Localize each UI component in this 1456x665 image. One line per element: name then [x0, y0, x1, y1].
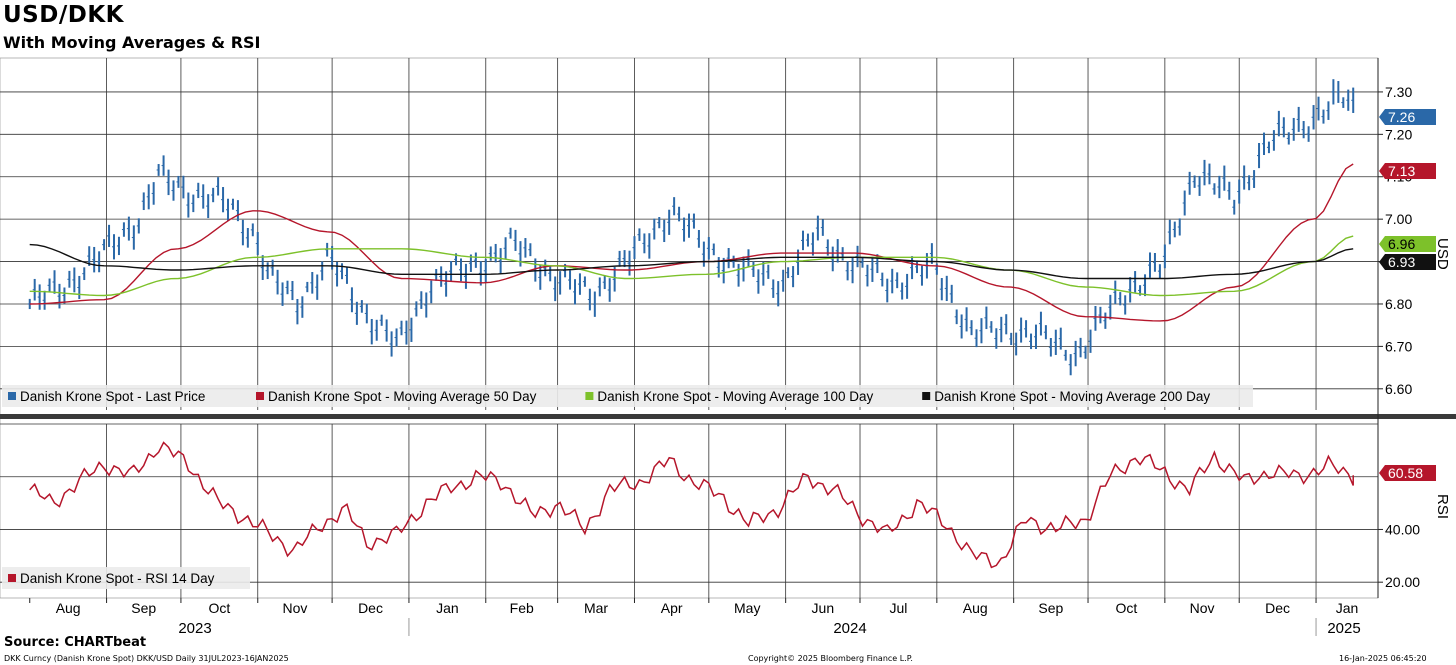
- month-label: Nov: [1190, 600, 1215, 616]
- vertical-gridlines: [106, 58, 1317, 598]
- source-note: Source: CHARTbeat: [4, 635, 147, 650]
- last-value-tag-3: 6.96: [1379, 236, 1436, 252]
- rsi-legend-bg: [2, 567, 250, 589]
- rsi-line: [29, 441, 1354, 569]
- legend-swatch: [8, 392, 16, 400]
- month-labels: Aug Sep Oct Nov Dec Jan Feb Mar Apr May Jun Jul Aug S…: [29, 598, 1359, 616]
- price-tick-label: 7.30: [1385, 84, 1412, 100]
- last-value-tag-2-shape: [1379, 163, 1436, 179]
- last-value-tag-rsi-shape: [1379, 465, 1436, 481]
- legend-label: Danish Krone Spot - Moving Average 50 Da…: [268, 389, 537, 404]
- legend-swatch: [585, 392, 594, 400]
- month-label: Sep: [1038, 600, 1063, 616]
- rsi-legend: Danish Krone Spot - RSI 14 Day: [2, 567, 250, 589]
- rsi-tick-label: 40.00: [1385, 521, 1420, 537]
- month-label: Apr: [661, 600, 683, 616]
- price-tick-label: 6.70: [1385, 338, 1412, 354]
- price-tick-label: 6.60: [1385, 381, 1412, 397]
- rsi-tick-label: 20.00: [1385, 574, 1420, 590]
- chart-subtitle: With Moving Averages & RSI: [3, 33, 261, 52]
- month-label: Oct: [1116, 600, 1138, 616]
- month-label: Jul: [889, 600, 907, 616]
- footer-left: DKK Curncy (Danish Krone Spot) DKK/USD D…: [4, 654, 289, 663]
- month-label: Sep: [131, 600, 156, 616]
- last-value-tag-3-shape: [1379, 236, 1436, 252]
- price-legend: Danish Krone Spot - Last Price Danish Kro…: [2, 385, 1253, 407]
- last-value-tag-2: 7.13: [1379, 163, 1436, 179]
- year-label: 2024: [833, 620, 866, 637]
- last-value-tag-4: 6.93: [1379, 254, 1436, 270]
- month-label: Nov: [282, 600, 307, 616]
- chart-title: USD/DKK: [3, 2, 124, 28]
- legend-label: Danish Krone Spot - Last Price: [20, 389, 205, 404]
- month-label: Jun: [812, 600, 835, 616]
- price-tick-label: 7.00: [1385, 211, 1412, 227]
- month-label: Jan: [436, 600, 459, 616]
- price-bars: [27, 79, 1355, 376]
- legend-label: Danish Krone Spot - Moving Average 200 D…: [934, 389, 1210, 404]
- last-value-tag-1-label: 7.26: [1388, 109, 1415, 125]
- last-value-tag-4-label: 6.93: [1388, 254, 1415, 270]
- price-tick-label: 6.80: [1385, 296, 1412, 312]
- month-label: Aug: [963, 600, 988, 616]
- footer-right: 16-Jan-2025 06:45:20: [1339, 654, 1427, 663]
- footer-center: Copyright© 2025 Bloomberg Finance L.P.: [748, 654, 913, 663]
- plot-frame: [0, 57, 1379, 599]
- legend-swatch: [256, 392, 264, 400]
- month-label: Aug: [56, 600, 81, 616]
- year-labels: 2023 2024 2025: [178, 618, 1361, 637]
- ma100-line: [29, 235, 1354, 297]
- rsi-axis-title: RSI: [1434, 494, 1451, 519]
- last-value-tag-1-shape: [1379, 109, 1436, 125]
- last-value-tag-4-shape: [1379, 254, 1436, 270]
- month-label: Feb: [510, 600, 534, 616]
- legend-swatch: [8, 574, 16, 582]
- last-value-tag-rsi-label: 60.58: [1388, 465, 1423, 481]
- legend-swatch: [922, 392, 931, 400]
- month-label: May: [734, 600, 760, 616]
- rsi-axis: 40.00 20.00: [0, 423, 1420, 590]
- price-axis: 7.307.207.107.006.906.806.706.60: [0, 84, 1412, 397]
- month-label: Oct: [208, 600, 230, 616]
- legend-label: Danish Krone Spot - Moving Average 100 D…: [597, 389, 873, 404]
- legend-label: Danish Krone Spot - RSI 14 Day: [20, 571, 215, 586]
- year-label: 2025: [1327, 620, 1360, 637]
- month-label: Jan: [1336, 600, 1359, 616]
- price-legend-bg: [2, 385, 1253, 407]
- last-value-tag-3-label: 6.96: [1388, 236, 1415, 252]
- panel-separator: [0, 414, 1456, 419]
- last-value-tag-1: 7.26: [1379, 109, 1436, 125]
- last-value-tag-2-label: 7.13: [1388, 163, 1415, 179]
- ma50-line: [29, 163, 1354, 322]
- month-label: Dec: [358, 600, 383, 616]
- last-value-tag-rsi: 60.58: [1379, 465, 1436, 481]
- year-label: 2023: [178, 620, 211, 637]
- month-label: Mar: [584, 600, 608, 616]
- ma200-line: [29, 243, 1354, 280]
- price-tick-label: 7.20: [1385, 126, 1412, 142]
- month-label: Dec: [1265, 600, 1290, 616]
- price-axis-title: USD: [1434, 238, 1451, 270]
